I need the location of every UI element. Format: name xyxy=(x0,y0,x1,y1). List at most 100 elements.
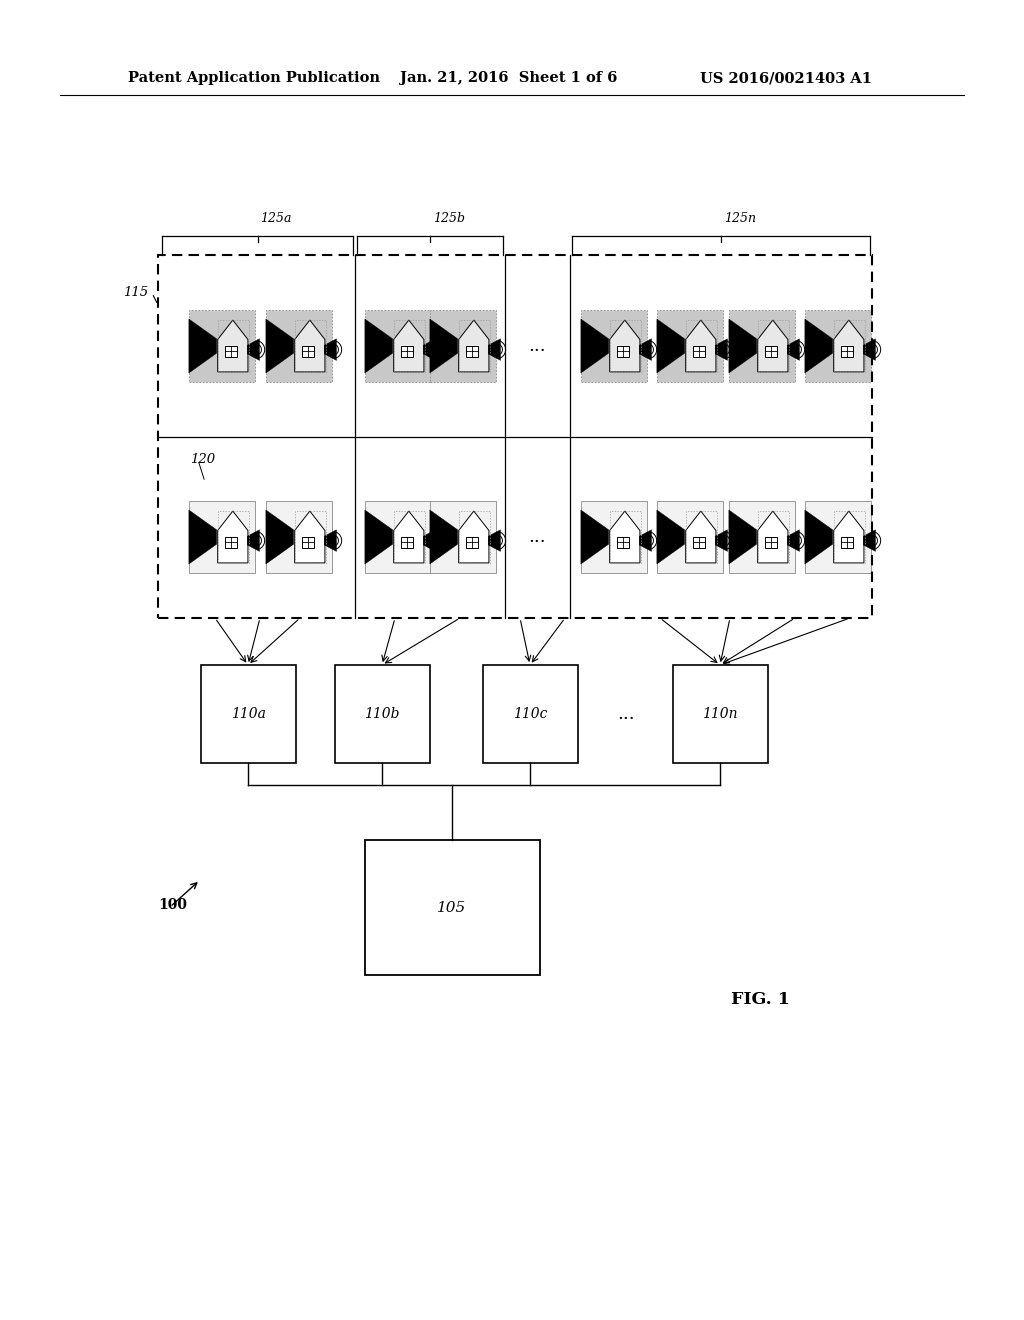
Polygon shape xyxy=(188,510,217,564)
Bar xyxy=(225,537,237,548)
Text: US 2016/0021403 A1: US 2016/0021403 A1 xyxy=(700,71,872,84)
Bar xyxy=(365,840,540,975)
Polygon shape xyxy=(430,319,458,374)
Text: 125n: 125n xyxy=(724,211,756,224)
Polygon shape xyxy=(247,339,259,360)
Text: FIG. 1: FIG. 1 xyxy=(730,991,790,1008)
Bar xyxy=(656,310,723,381)
Polygon shape xyxy=(393,511,424,562)
Bar xyxy=(842,537,853,548)
Bar xyxy=(729,502,795,573)
Polygon shape xyxy=(863,339,876,360)
Polygon shape xyxy=(686,511,716,562)
Bar xyxy=(459,511,490,562)
Polygon shape xyxy=(423,339,435,360)
Text: 110a: 110a xyxy=(230,708,265,721)
Polygon shape xyxy=(609,511,640,562)
Polygon shape xyxy=(834,511,864,562)
Bar xyxy=(686,511,718,562)
Bar xyxy=(758,319,790,372)
Polygon shape xyxy=(639,529,651,552)
Bar xyxy=(188,502,255,573)
Bar xyxy=(805,310,871,381)
Bar xyxy=(225,346,237,358)
Polygon shape xyxy=(787,529,800,552)
Polygon shape xyxy=(805,510,833,564)
Text: 110c: 110c xyxy=(513,708,547,721)
Polygon shape xyxy=(609,319,640,372)
Text: 125a: 125a xyxy=(260,211,292,224)
Polygon shape xyxy=(787,339,800,360)
Bar xyxy=(673,665,768,763)
Text: ...: ... xyxy=(617,705,635,723)
Polygon shape xyxy=(430,510,458,564)
Polygon shape xyxy=(325,339,337,360)
Polygon shape xyxy=(686,319,716,372)
Bar xyxy=(430,502,496,573)
Bar xyxy=(617,346,629,358)
Text: ...: ... xyxy=(528,337,547,355)
Polygon shape xyxy=(459,511,488,562)
Bar xyxy=(393,319,425,372)
Bar xyxy=(834,511,865,562)
Bar xyxy=(393,511,425,562)
Bar xyxy=(729,310,795,381)
Bar xyxy=(609,319,641,372)
Bar xyxy=(765,346,777,358)
Bar xyxy=(834,319,865,372)
Text: 120: 120 xyxy=(190,453,215,466)
Bar xyxy=(765,537,777,548)
Text: 110n: 110n xyxy=(702,708,737,721)
Bar xyxy=(693,537,705,548)
Polygon shape xyxy=(656,510,685,564)
Polygon shape xyxy=(834,319,864,372)
Text: Jan. 21, 2016  Sheet 1 of 6: Jan. 21, 2016 Sheet 1 of 6 xyxy=(400,71,617,84)
Text: 100: 100 xyxy=(158,898,187,912)
Bar xyxy=(266,310,332,381)
Polygon shape xyxy=(393,319,424,372)
Bar xyxy=(295,511,327,562)
Polygon shape xyxy=(758,511,787,562)
Text: Patent Application Publication: Patent Application Publication xyxy=(128,71,380,84)
Bar xyxy=(656,502,723,573)
Polygon shape xyxy=(729,319,757,374)
Polygon shape xyxy=(218,319,248,372)
Polygon shape xyxy=(488,529,501,552)
Polygon shape xyxy=(581,319,608,374)
Polygon shape xyxy=(805,319,833,374)
Bar xyxy=(302,346,313,358)
Bar xyxy=(466,537,478,548)
Polygon shape xyxy=(266,510,294,564)
Bar xyxy=(218,319,250,372)
Polygon shape xyxy=(656,319,685,374)
Text: 115: 115 xyxy=(123,286,148,300)
Bar xyxy=(842,346,853,358)
Bar xyxy=(201,665,296,763)
Polygon shape xyxy=(459,319,488,372)
Polygon shape xyxy=(715,529,727,552)
Bar xyxy=(218,511,250,562)
Polygon shape xyxy=(325,529,337,552)
Bar xyxy=(758,511,790,562)
Bar xyxy=(295,319,327,372)
Bar xyxy=(693,346,705,358)
Bar xyxy=(266,502,332,573)
Polygon shape xyxy=(188,319,217,374)
Bar xyxy=(401,346,413,358)
Polygon shape xyxy=(365,319,392,374)
Bar xyxy=(617,537,629,548)
Text: 105: 105 xyxy=(437,900,467,915)
Polygon shape xyxy=(266,319,294,374)
Bar xyxy=(335,665,429,763)
Bar xyxy=(686,319,718,372)
Bar xyxy=(430,310,496,381)
Bar xyxy=(188,310,255,381)
Polygon shape xyxy=(295,511,325,562)
Text: ...: ... xyxy=(528,528,547,546)
Polygon shape xyxy=(247,529,259,552)
Bar xyxy=(365,502,431,573)
Bar xyxy=(482,665,578,763)
Bar xyxy=(466,346,478,358)
Bar xyxy=(302,537,313,548)
Bar xyxy=(158,255,872,618)
